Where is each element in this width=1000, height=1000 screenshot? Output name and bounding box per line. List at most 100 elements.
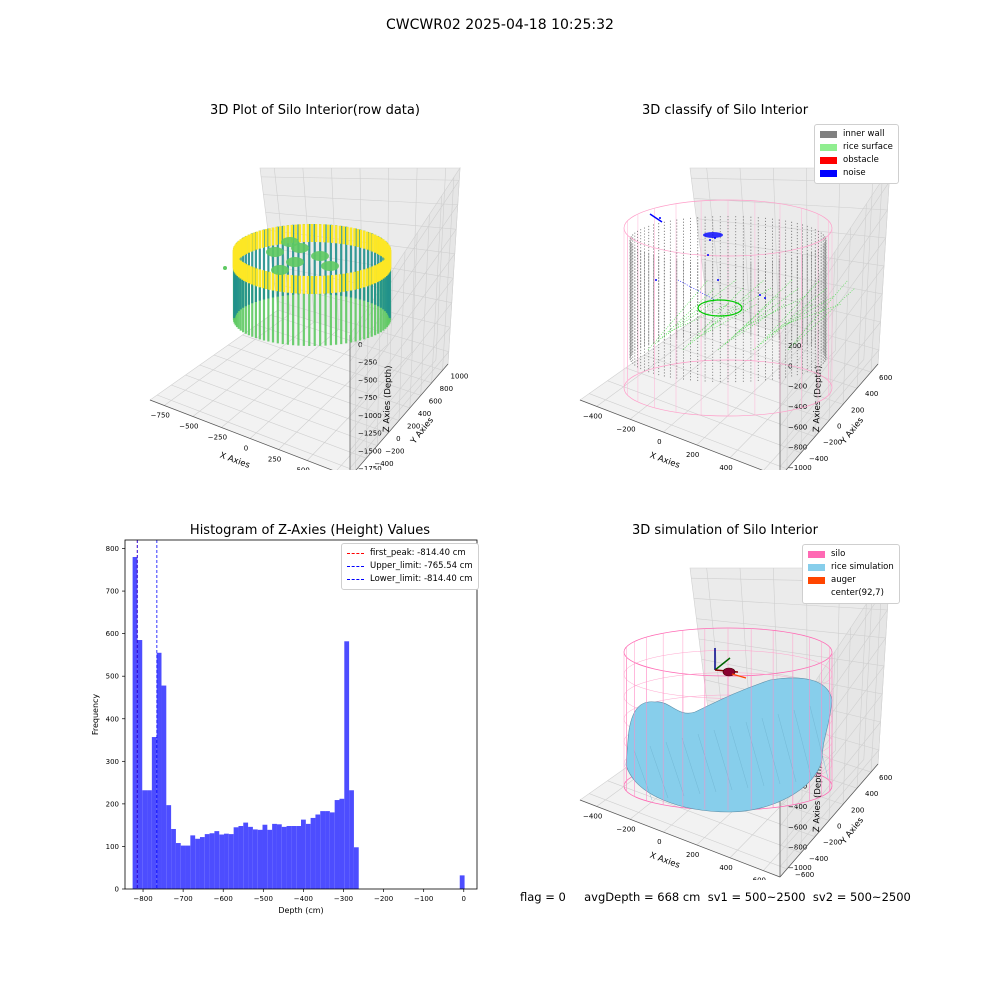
legend-swatch xyxy=(820,144,837,151)
x-axis-label: X Axies xyxy=(648,851,681,871)
histogram-bar xyxy=(214,831,220,889)
histogram-bar xyxy=(315,814,321,889)
y-tick-label: −400 xyxy=(809,455,828,463)
z-tick-label: −600 xyxy=(788,823,807,831)
histogram-title: Histogram of Z-Axies (Height) Values xyxy=(189,523,431,538)
x-axis-line xyxy=(579,799,781,878)
grid-line xyxy=(164,167,291,406)
legend-line xyxy=(347,566,364,567)
grid-line xyxy=(274,283,451,451)
x-tick-label: 400 xyxy=(719,464,732,470)
legend-swatch xyxy=(820,170,837,177)
histogram-bar xyxy=(243,822,249,889)
legend-item-silo: silo xyxy=(808,548,894,561)
legend-item-noise: noise xyxy=(820,167,893,180)
x-tick-label: −500 xyxy=(179,423,198,431)
histogram-bar xyxy=(209,833,215,889)
z-tick-label: −800 xyxy=(788,444,807,452)
grid-line xyxy=(729,567,841,858)
z-tick-label: −750 xyxy=(358,394,377,402)
noise-point xyxy=(655,279,657,281)
rice-surface-points xyxy=(703,279,765,333)
histogram-bar xyxy=(344,641,350,889)
histogram-bar xyxy=(301,819,306,889)
y-tick-label: 700 xyxy=(106,588,119,596)
z-tick-label: −1750 xyxy=(358,465,382,470)
x-tick-label: −500 xyxy=(254,895,273,903)
x-tick-label: 0 xyxy=(462,895,466,903)
z-tick-label: 200 xyxy=(788,342,801,350)
histogram-bar xyxy=(310,817,316,889)
x-tick-label: 400 xyxy=(719,864,732,872)
rice-surface-points xyxy=(654,287,716,345)
y-axis-label: Frequency xyxy=(91,694,100,736)
y-tick-label: 200 xyxy=(851,806,864,814)
z-tick-label: 0 xyxy=(358,341,362,349)
y-tick-label: 200 xyxy=(851,406,864,414)
grid-line xyxy=(701,658,883,827)
y-axis-label: Y Axies xyxy=(408,415,436,447)
stray-point xyxy=(223,266,227,270)
histogram-bar xyxy=(180,845,186,889)
legend-item-center: center(92,7) xyxy=(808,587,894,600)
legend-swatch xyxy=(820,131,837,138)
surface-points xyxy=(271,265,289,275)
histogram-legend: first_peak: -814.40 cm Upper_limit: -765… xyxy=(341,543,479,590)
histogram-bar xyxy=(204,834,210,889)
rice-surface-points xyxy=(717,295,779,351)
plot2-classify-scatter: −400−2000200400600−600−400−2000200400600… xyxy=(579,166,892,470)
y-tick-label: 200 xyxy=(407,423,420,431)
histogram-bar xyxy=(272,823,277,889)
grid-line xyxy=(596,167,723,407)
rice-surface-points xyxy=(710,287,772,327)
histogram-bar xyxy=(190,835,196,889)
legend-item-rice-surface: rice surface xyxy=(820,141,893,154)
histogram-bar xyxy=(195,838,200,889)
figure-title: CWCWR02 2025-04-18 10:25:32 xyxy=(386,17,614,33)
y-tick-label: −200 xyxy=(385,448,404,456)
grid-line xyxy=(336,167,447,470)
y-tick-label: −200 xyxy=(823,839,842,847)
grid-line xyxy=(693,198,888,366)
y-tick-label: 1000 xyxy=(451,372,469,380)
mesh-line xyxy=(681,737,701,795)
x-tick-label: −300 xyxy=(334,895,353,903)
histogram-bar xyxy=(156,652,162,889)
grid-line xyxy=(696,218,887,386)
histogram-bar xyxy=(329,812,335,889)
x-tick-label: −400 xyxy=(583,412,602,420)
histogram-bar xyxy=(296,826,301,889)
histogram-chart: −800 −700 −600 −500 −400 −300 −200 −100 0 0 100 200… xyxy=(91,539,478,915)
noise-point xyxy=(659,217,661,219)
rice-surface-points xyxy=(780,303,842,327)
x-tick-label: −600 xyxy=(214,895,233,903)
histogram-bar xyxy=(228,834,234,889)
mesh-line xyxy=(745,721,765,787)
histogram-bar xyxy=(142,790,148,889)
histogram-bar xyxy=(320,811,326,889)
grid-line xyxy=(704,279,882,447)
z-tick-label: −200 xyxy=(788,383,807,391)
histogram-bar xyxy=(281,826,287,889)
y-tick-label: 0 xyxy=(837,423,841,431)
y-tick-label: 600 xyxy=(879,774,892,782)
y-tick-label: 400 xyxy=(418,410,431,418)
noise-point xyxy=(707,254,709,256)
x-tick-label: 500 xyxy=(296,467,309,471)
histogram-bar xyxy=(137,640,143,889)
plot2-title: 3D classify of Silo Interior xyxy=(641,103,809,118)
legend-line xyxy=(347,579,364,580)
noise-point xyxy=(709,239,711,241)
histogram-bar xyxy=(252,829,258,889)
z-tick-label: −250 xyxy=(358,359,377,367)
rice-surface-points xyxy=(745,295,807,327)
histogram-bar xyxy=(233,827,239,889)
z-tick-label: −1250 xyxy=(358,430,382,438)
noise-point xyxy=(759,294,761,296)
rice-simulation-surface xyxy=(625,677,833,813)
mesh-line xyxy=(665,741,685,797)
y-tick-label: 300 xyxy=(106,758,119,766)
legend-swatch xyxy=(808,564,825,571)
y-tick-label: 500 xyxy=(106,673,119,681)
y-tick-label: −600 xyxy=(795,871,814,879)
